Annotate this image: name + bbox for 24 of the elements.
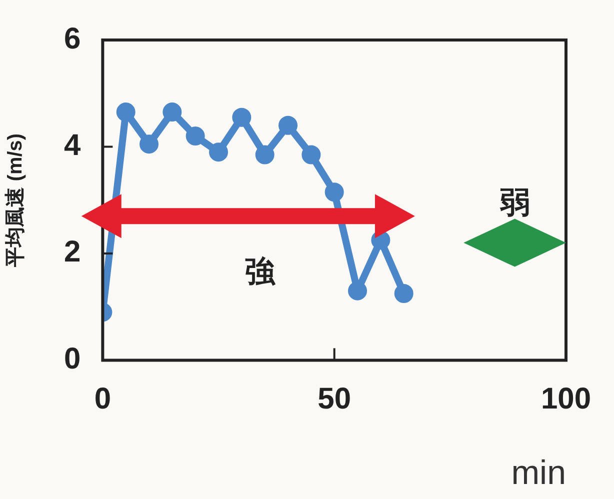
point	[209, 142, 228, 162]
point	[278, 116, 298, 135]
point	[348, 281, 368, 300]
point	[162, 102, 182, 122]
y-tick-label: 4	[64, 129, 81, 162]
x-tick-label: 100	[540, 382, 592, 416]
point	[302, 145, 321, 164]
annotation: 弱	[500, 184, 530, 222]
annotation: 強	[245, 254, 276, 292]
point	[255, 145, 274, 164]
point	[371, 230, 390, 250]
x-axis-title: min	[511, 454, 566, 492]
y-axis-title: 平均風速 (m/s)	[4, 133, 27, 268]
y-tick-label: 2	[64, 236, 81, 269]
point	[232, 108, 252, 127]
x-tick-label: 50	[318, 382, 352, 416]
point	[394, 284, 414, 303]
point	[186, 126, 205, 146]
y-tick-label: 6	[64, 22, 81, 56]
point	[116, 102, 136, 122]
point	[140, 134, 159, 154]
y-tick-label: 0	[64, 342, 81, 376]
x-tick-label: 0	[94, 382, 112, 416]
point	[324, 182, 344, 202]
